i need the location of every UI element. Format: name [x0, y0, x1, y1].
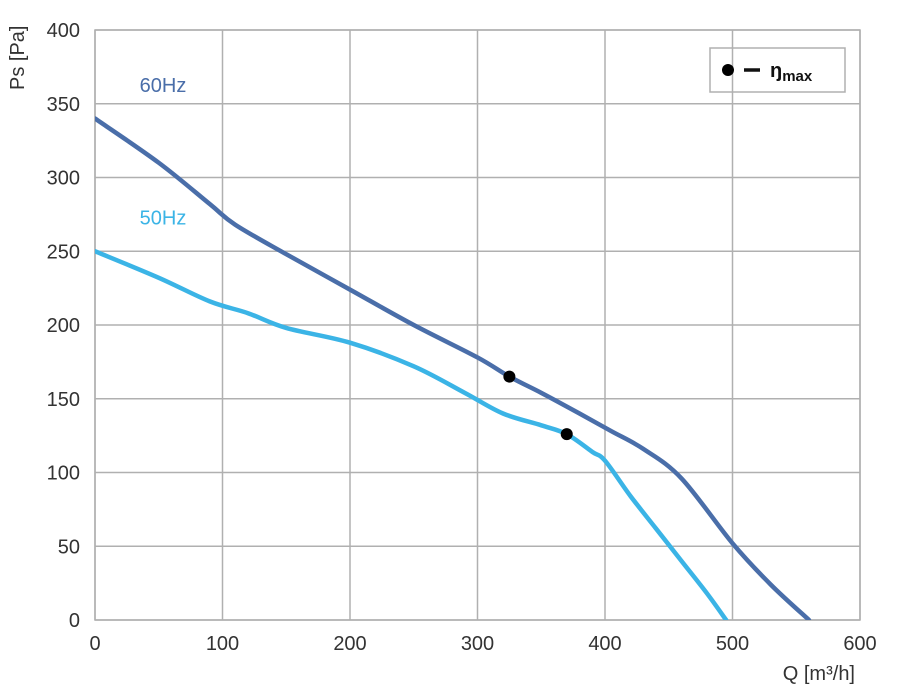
- eta-max-marker: [503, 371, 515, 383]
- y-tick-label: 50: [58, 536, 80, 558]
- y-tick-label: 100: [47, 463, 80, 485]
- x-tick-label: 600: [843, 633, 876, 655]
- x-tick-label: 0: [89, 633, 100, 655]
- x-axis-label: Q [m³/h]: [783, 663, 855, 685]
- y-axis-label: Ps [Pa]: [7, 26, 29, 90]
- x-tick-label: 100: [206, 633, 239, 655]
- y-tick-label: 250: [47, 241, 80, 263]
- y-tick-label: 300: [47, 168, 80, 190]
- chart-svg: 0 100 200 300 400 500 600 0 50 100 150 200 250 300 350…: [0, 0, 897, 695]
- y-tick-label: 150: [47, 389, 80, 411]
- x-tick-label: 400: [588, 633, 621, 655]
- x-tick-label: 200: [333, 633, 366, 655]
- series-label-60Hz: 60Hz: [140, 75, 187, 97]
- y-tick-label: 350: [47, 94, 80, 116]
- legend-marker-icon: [722, 64, 734, 76]
- y-tick-label: 200: [47, 315, 80, 337]
- eta-max-marker: [561, 428, 573, 440]
- fan-curve-chart: 0 100 200 300 400 500 600 0 50 100 150 200 250 300 350…: [0, 0, 897, 695]
- x-tick-label: 300: [461, 633, 494, 655]
- y-tick-label: 0: [69, 610, 80, 632]
- y-tick-label: 400: [47, 20, 80, 42]
- x-tick-label: 500: [716, 633, 749, 655]
- series-label-50Hz: 50Hz: [140, 208, 187, 230]
